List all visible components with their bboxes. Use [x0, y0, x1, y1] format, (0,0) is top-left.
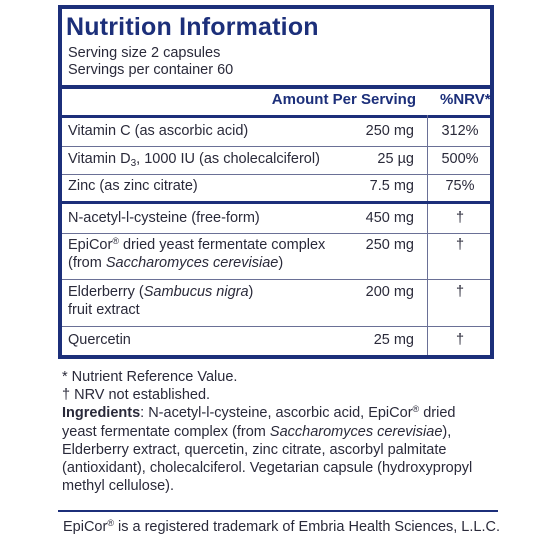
row-name-elderberry: Elderberry (Sambucus nigra) fruit extrac…: [68, 284, 254, 318]
row-nrv-vitamin-c: 312%: [441, 123, 479, 139]
row-name-vitamin-c: Vitamin C (as ascorbic acid): [68, 123, 249, 139]
row-nrv-zinc: 75%: [445, 178, 475, 194]
serving-size: Serving size 2 capsules: [68, 45, 221, 61]
row-divider: [62, 326, 490, 327]
row-amount-vitamin-d3: 25 µg: [377, 151, 414, 167]
row-nrv-epicor: †: [455, 237, 465, 253]
row-amount-epicor: 250 mg: [365, 237, 414, 253]
nutrition-panel: Nutrition Information Serving size 2 cap…: [58, 5, 494, 359]
not-established-footnote: † NRV not established.: [62, 387, 211, 404]
ingredients-line-2: yeast fermentate complex (from Saccharom…: [62, 423, 452, 440]
trademark-notice: EpiCor® is a registered trademark of Emb…: [63, 518, 500, 536]
servings-per-container: Servings per container 60: [68, 62, 234, 78]
column-header-amount: Amount Per Serving: [271, 91, 416, 108]
label-notes: * Nutrient Reference Value. † NRV not es…: [62, 368, 502, 495]
row-divider: [62, 233, 490, 234]
row-amount-vitamin-c: 250 mg: [365, 123, 414, 139]
row-amount-zinc: 7.5 mg: [369, 178, 414, 194]
row-amount-nac: 450 mg: [365, 210, 414, 226]
row-divider: [62, 146, 490, 147]
row-amount-elderberry: 200 mg: [365, 284, 414, 300]
row-name-quercetin: Quercetin: [68, 332, 131, 348]
row-divider: [62, 174, 490, 175]
row-name-epicor: EpiCor® dried yeast fermentate complex (…: [68, 236, 326, 272]
nrv-footnote: * Nutrient Reference Value.: [62, 369, 238, 385]
column-header-nrv: %NRV*: [440, 91, 491, 108]
row-amount-quercetin: 25 mg: [373, 332, 414, 348]
row-nrv-nac: †: [455, 210, 465, 226]
row-nrv-elderberry: †: [455, 284, 465, 300]
row-name-nac: N-acetyl-l-cysteine (free-form): [68, 210, 260, 226]
row-divider: [62, 279, 490, 280]
row-nrv-quercetin: †: [455, 332, 465, 348]
footer-divider: [58, 510, 498, 512]
row-name-vitamin-d3: Vitamin D3, 1000 IU (as cholecalciferol): [68, 151, 320, 169]
ingredients-label: Ingredients: [62, 405, 141, 422]
row-name-zinc: Zinc (as zinc citrate): [68, 178, 198, 194]
row-nrv-vitamin-d3: 500%: [441, 151, 479, 167]
ingredients-line-3: Elderberry extract, quercetin, zinc citr…: [62, 441, 447, 458]
panel-title: Nutrition Information: [66, 13, 319, 41]
section-divider: [62, 201, 490, 204]
table-top-divider: [62, 115, 490, 118]
ingredients-line-4: (antioxidant), cholecalciferol. Vegetari…: [62, 460, 473, 477]
ingredients-line-5: methyl cellulose).: [62, 478, 175, 495]
ingredients-line-1: Ingredients: N-acetyl-l-cysteine, ascorb…: [62, 404, 456, 422]
header-divider: [62, 85, 490, 89]
column-divider: [427, 115, 428, 355]
